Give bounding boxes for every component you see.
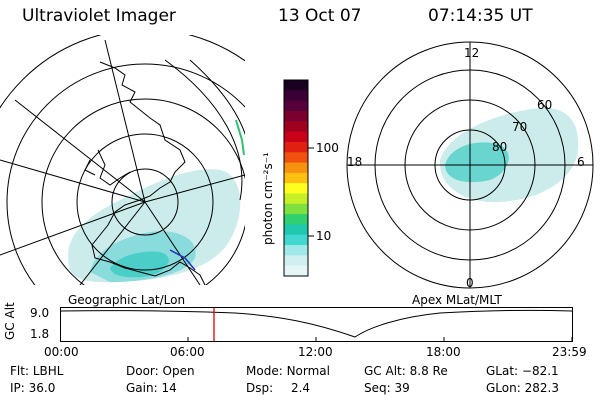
colorbar-swatch: [284, 193, 308, 205]
seq-value: 39: [394, 381, 410, 395]
geographic-map: [0, 35, 245, 285]
timeline-ytick-9: 9.0: [30, 306, 50, 320]
door-field: Door: Open: [126, 364, 195, 378]
dsp-field: Dsp: 2.4: [246, 381, 311, 395]
glat-value: −82.1: [521, 364, 559, 378]
colorbar-swatch: [284, 245, 308, 256]
instrument-title: Ultraviolet Imager: [22, 6, 176, 26]
colorbar-swatch: [284, 224, 308, 236]
timeline-axis-label: GC Alt: [3, 302, 17, 340]
altitude-timeline: [60, 307, 573, 342]
colorbar-tick-10: 10: [316, 229, 332, 243]
timeline-xtick-2359: 23:59: [552, 345, 587, 359]
colorbar-swatch: [284, 203, 308, 215]
colorbar-unit-label: photon cm⁻²s⁻¹: [261, 152, 275, 245]
colorbar-swatch: [284, 121, 308, 133]
geographic-label: Geographic Lat/Lon: [68, 293, 186, 307]
colorbar-swatch: [284, 141, 308, 153]
colorbar-swatch: [284, 265, 308, 277]
gcalt-field: GC Alt: 8.8 Re: [364, 364, 448, 378]
gain-field: Gain: 14: [126, 381, 177, 395]
dsp-value: 2.4: [290, 381, 311, 395]
mlt-label-12: 12: [464, 46, 480, 60]
lat-label-70: 70: [512, 120, 528, 134]
lat-label-80: 80: [492, 140, 508, 154]
colorbar-swatch: [284, 152, 308, 164]
colorbar-swatch: [284, 110, 308, 122]
glon-field: GLon: 282.3: [486, 381, 559, 395]
ip-field: IP: 36.0: [10, 381, 56, 395]
mode-field: Mode: Normal: [246, 364, 330, 378]
colorbar-swatch: [284, 162, 308, 174]
gain-value: 14: [161, 381, 177, 395]
apex-label: Apex MLat/MLT: [412, 293, 502, 307]
gcalt-value: 8.8 Re: [409, 364, 448, 378]
glat-field: GLat: −82.1: [486, 364, 559, 378]
glon-value: 282.3: [524, 381, 559, 395]
colorbar-swatch: [284, 90, 308, 102]
colorbar-swatch: [284, 80, 308, 91]
mlt-label-0: 0: [466, 276, 474, 290]
door-value: Open: [162, 364, 195, 378]
mode-value: Normal: [286, 364, 330, 378]
colorbar: [283, 79, 314, 277]
mlt-label-18: 18: [347, 155, 363, 169]
colorbar-swatch: [284, 255, 308, 267]
colorbar-swatch: [284, 100, 308, 112]
timeline-ytick-1-8: 1.8: [30, 327, 50, 341]
lat-label-60: 60: [537, 98, 553, 112]
mlt-label-6: 6: [577, 155, 585, 169]
flt-field: Flt: LBHL: [10, 364, 64, 378]
colorbar-tick-100: 100: [316, 141, 339, 155]
coastline: [84, 61, 206, 285]
apex-polar-map: [346, 41, 594, 289]
timeline-xtick-1800: 18:00: [426, 345, 461, 359]
seq-field: Seq: 39: [364, 381, 410, 395]
timeline-xtick-0000: 00:00: [44, 345, 79, 359]
timeline-xtick-0600: 06:00: [170, 345, 205, 359]
timeline-xtick-1200: 12:00: [298, 345, 333, 359]
colorbar-swatch: [284, 131, 308, 143]
date-label: 13 Oct 07: [278, 6, 362, 26]
flt-value: LBHL: [32, 364, 64, 378]
colorbar-swatch: [284, 183, 308, 194]
colorbar-swatch: [284, 172, 308, 184]
altitude-curve: [60, 309, 573, 338]
colorbar-swatch: [284, 214, 308, 225]
colorbar-swatch: [284, 234, 308, 246]
ip-value: 36.0: [28, 381, 56, 395]
time-label: 07:14:35 UT: [428, 6, 533, 26]
